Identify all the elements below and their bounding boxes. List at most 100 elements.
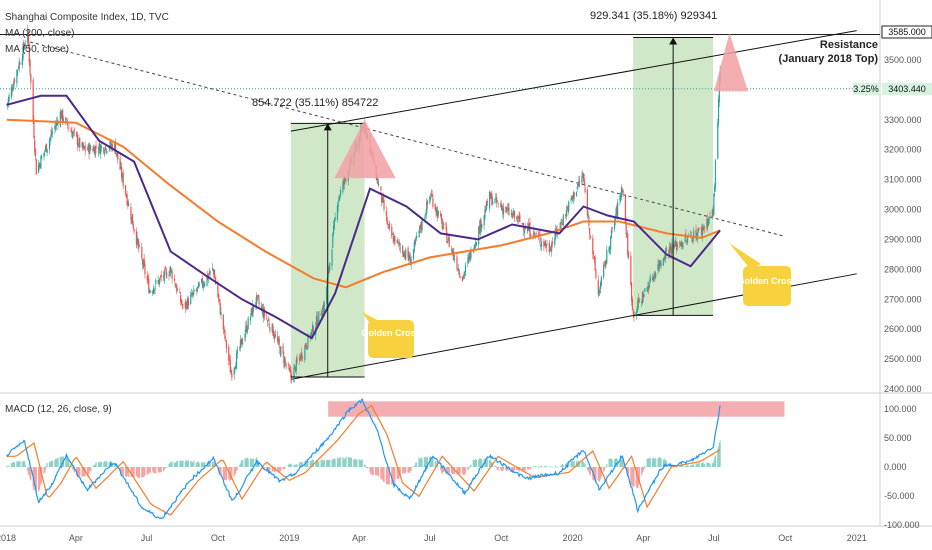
candle-body: [522, 223, 524, 226]
candle-body: [322, 307, 324, 318]
candle-body: [622, 189, 624, 193]
macd-histogram-bar: [606, 463, 608, 467]
candle-body: [57, 121, 59, 125]
macd-histogram-bar: [17, 461, 20, 467]
candle-body: [197, 282, 200, 289]
price-pane[interactable]: [0, 0, 880, 392]
candle-body: [608, 247, 610, 253]
macd-histogram-bar: [95, 462, 97, 467]
candle-body: [521, 223, 523, 224]
macd-histogram-bar: [51, 460, 53, 467]
measure-2020-arrowhead: [669, 37, 678, 45]
candle-body: [114, 142, 117, 154]
macd-histogram-bar: [393, 467, 395, 485]
candle-body: [241, 337, 243, 345]
macd-histogram-bar: [451, 467, 453, 475]
candle-body: [592, 252, 595, 255]
candle-body: [566, 208, 568, 210]
macd-histogram-bar: [610, 458, 612, 467]
candle-body: [505, 206, 507, 212]
candle-body: [131, 213, 134, 225]
macd-histogram-bar: [360, 459, 363, 467]
candle-body: [17, 69, 19, 71]
macd-histogram-bar: [589, 467, 591, 475]
candle-body: [637, 299, 639, 310]
candle-body: [425, 214, 427, 216]
macd-histogram-bar: [65, 456, 67, 467]
candle-body: [546, 244, 548, 246]
macd-histogram-bar: [164, 467, 166, 468]
macd-histogram-bar: [159, 467, 162, 473]
candle-body: [76, 131, 78, 137]
macd-histogram-bar: [470, 464, 472, 467]
macd-histogram-bar: [457, 467, 459, 474]
macd-histogram-bar: [181, 460, 183, 467]
candle-body: [426, 202, 428, 214]
macd-histogram-bar: [620, 457, 622, 467]
macd-histogram-bar: [332, 458, 335, 467]
candle-body: [391, 226, 393, 237]
macd-histogram-bar: [485, 458, 488, 467]
macd-histogram-bar: [492, 463, 494, 467]
macd-histogram-bar: [402, 467, 405, 474]
macd-histogram-bar: [641, 467, 644, 473]
macd-histogram-bar: [474, 460, 476, 467]
macd-histogram-bar: [367, 467, 369, 469]
candle-body: [682, 242, 684, 249]
macd-histogram-bar: [413, 466, 415, 467]
macd-histogram-bar: [587, 467, 589, 471]
macd-histogram-bar: [27, 467, 29, 472]
candle-body: [380, 186, 382, 191]
candle-body: [247, 317, 249, 330]
candle-body: [180, 295, 182, 302]
candle-body: [339, 195, 341, 199]
resistance-label-line2: (January 2018 Top): [779, 53, 879, 65]
macd-histogram-bar: [337, 458, 339, 467]
macd-histogram-bar: [185, 460, 187, 467]
macd-histogram-bar: [235, 467, 237, 474]
macd-histogram-bar: [290, 463, 292, 467]
measure-2019-label: 854.722 (35.11%) 854722: [252, 97, 378, 109]
macd-histogram-bar: [415, 462, 417, 467]
macd-histogram-bar: [588, 467, 590, 473]
macd-histogram-bar: [644, 465, 646, 467]
candle-body: [579, 180, 581, 182]
macd-histogram-bar: [690, 465, 692, 467]
candle-body: [304, 345, 306, 360]
macd-histogram-bar: [434, 461, 436, 467]
macd-histogram-bar: [452, 467, 454, 475]
candle-body: [647, 285, 649, 289]
candle-body: [510, 213, 512, 215]
macd-histogram-bar: [131, 467, 133, 478]
candle-body: [157, 280, 159, 283]
candle-body: [201, 278, 203, 283]
candle-body: [162, 275, 165, 278]
macd-histogram-bar: [366, 467, 368, 469]
macd-histogram-bar: [122, 467, 124, 477]
candle-body: [176, 284, 178, 293]
candle-body: [544, 242, 546, 245]
candle-body: [437, 211, 439, 216]
candle-body: [714, 186, 716, 192]
macd-histogram-bar: [675, 466, 677, 468]
macd-histogram-bar: [331, 460, 333, 467]
macd-histogram-bar: [280, 467, 282, 472]
candle-body: [110, 142, 112, 147]
macd-histogram-bar: [430, 456, 432, 467]
macd-histogram-bar: [329, 459, 331, 467]
macd-histogram-bar: [374, 467, 377, 475]
macd-histogram-bar: [604, 467, 606, 468]
candle-body: [491, 193, 493, 206]
macd-histogram-bar: [593, 467, 595, 480]
candle-body: [97, 151, 99, 153]
macd-histogram-bar: [268, 467, 270, 473]
macd-histogram-bar: [24, 464, 27, 467]
candle-body: [230, 370, 232, 375]
candle-body: [83, 145, 85, 148]
macd-histogram-bar: [404, 467, 406, 474]
macd-histogram-bar: [355, 459, 357, 467]
candle-body: [33, 119, 35, 138]
macd-histogram-bar: [698, 462, 700, 467]
macd-histogram-bar: [223, 467, 225, 480]
macd-histogram-bar: [701, 462, 703, 467]
